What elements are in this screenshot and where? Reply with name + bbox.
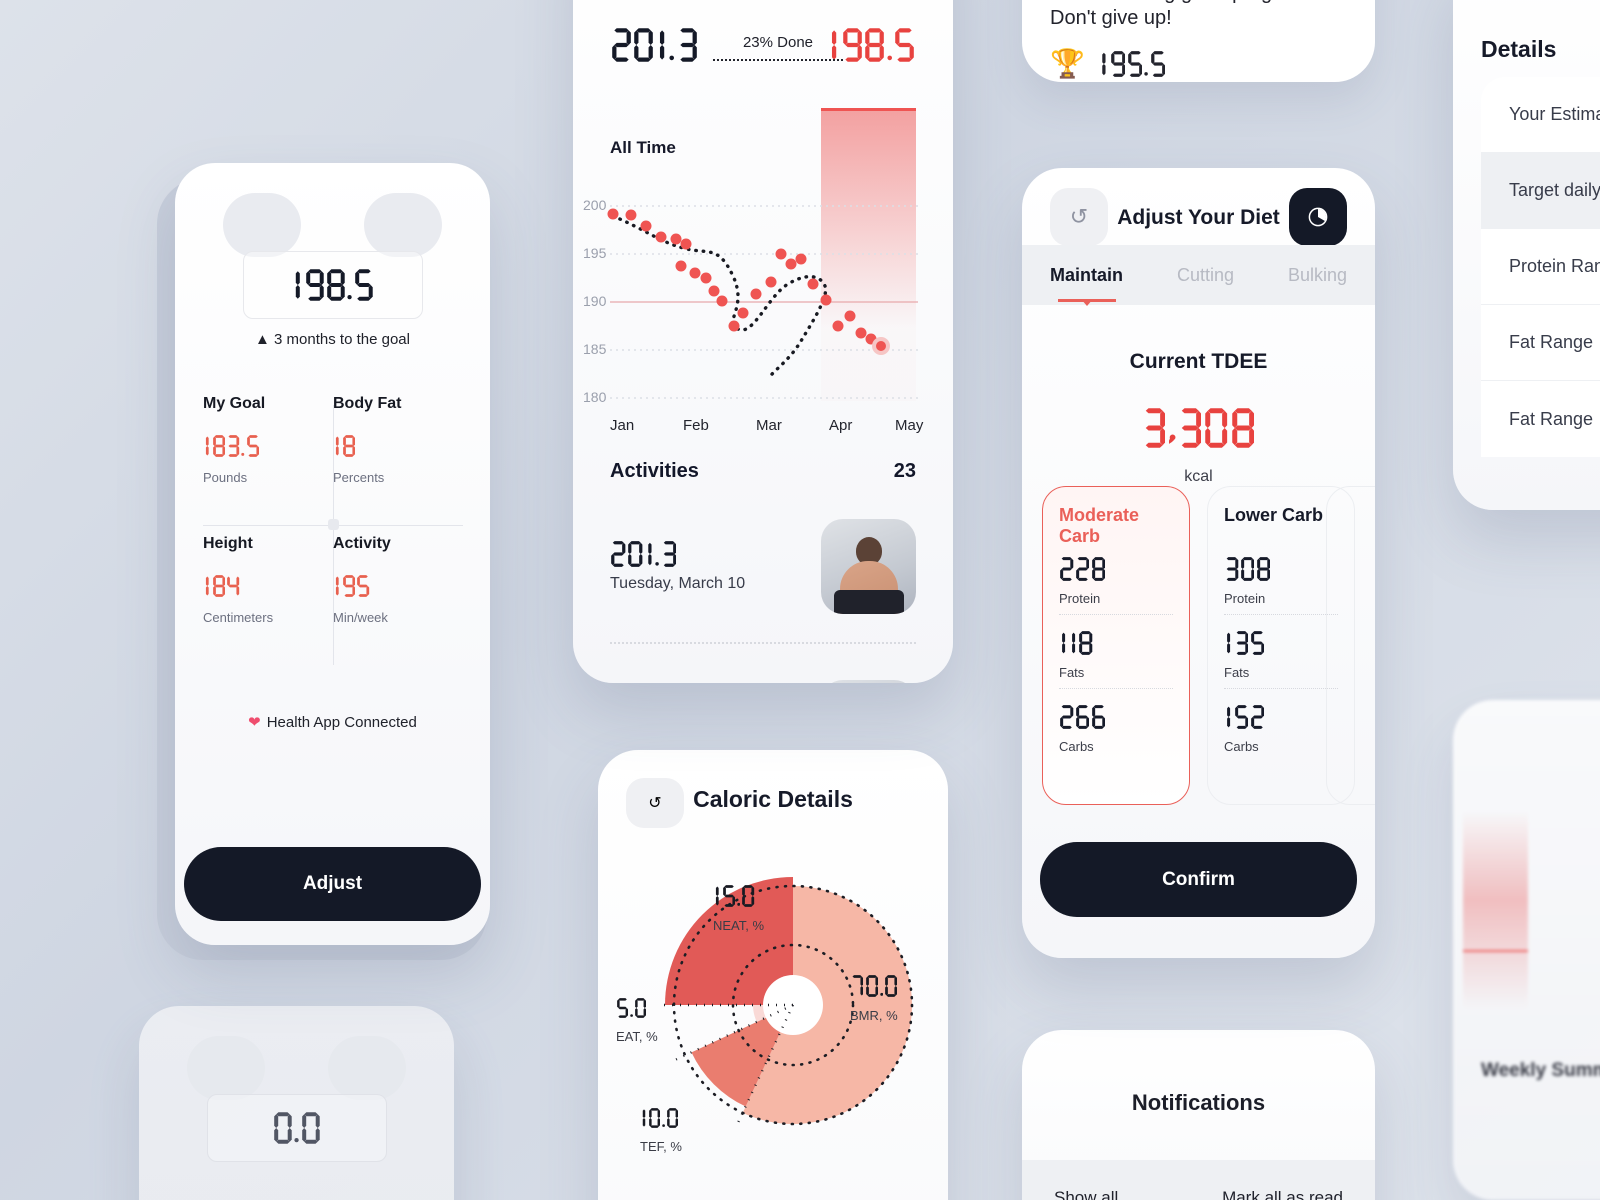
svg-text:Apr: Apr	[829, 417, 852, 434]
svg-text:200: 200	[583, 197, 607, 213]
svg-text:Mar: Mar	[756, 417, 782, 434]
svg-text:195: 195	[583, 245, 607, 261]
svg-text:180: 180	[583, 389, 607, 405]
svg-text:185: 185	[583, 341, 607, 357]
svg-text:Feb: Feb	[683, 417, 709, 434]
svg-text:190: 190	[583, 293, 607, 309]
svg-text:Jan: Jan	[610, 417, 634, 434]
svg-text:May: May	[895, 417, 924, 434]
